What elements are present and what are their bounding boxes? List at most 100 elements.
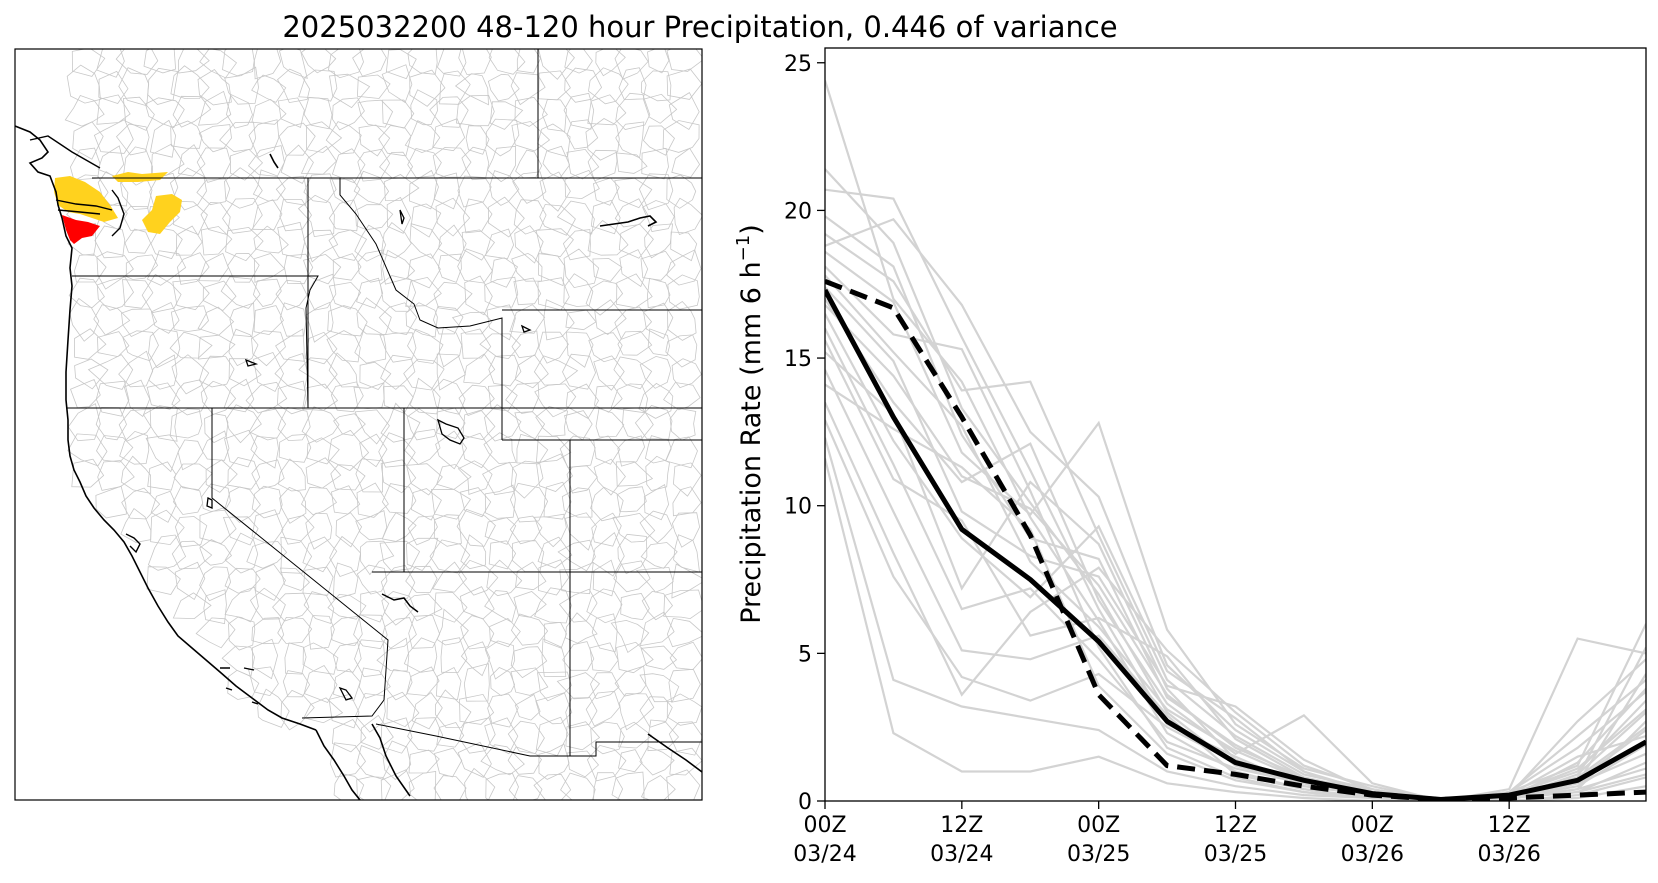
basin-outline <box>538 331 569 364</box>
small-lake-b <box>399 209 405 225</box>
basin-outline <box>360 590 390 623</box>
salton-sea <box>338 686 354 701</box>
basin-outline <box>460 328 492 359</box>
basin-outline <box>302 383 339 411</box>
basin-outline <box>535 716 569 757</box>
basin-outline <box>458 49 492 75</box>
basin-outline <box>301 486 338 516</box>
basin-outline <box>224 486 261 523</box>
basin-outline <box>487 145 516 183</box>
basin-outline <box>222 516 259 546</box>
basin-outline <box>147 461 177 491</box>
x-tick-label-time: 00Z <box>803 813 846 838</box>
basin-outline <box>585 280 624 316</box>
basin-outline <box>590 486 624 522</box>
basin-outline <box>96 251 134 290</box>
basin-outline <box>564 512 597 551</box>
basin-outline <box>328 229 368 261</box>
basin-outline <box>333 773 365 800</box>
basin-outline <box>328 693 360 729</box>
basin-outline <box>537 671 572 702</box>
basin-outline <box>484 517 517 545</box>
ensemble-member-line-5 <box>825 233 1646 801</box>
basin-outline <box>379 151 414 179</box>
basin-outline <box>200 380 237 415</box>
basin-outline <box>539 171 571 212</box>
basin-outline <box>410 203 442 238</box>
basin-outline <box>248 408 287 441</box>
basin-outline <box>224 66 259 105</box>
basin-outline <box>509 304 546 334</box>
basin-outline <box>438 224 467 262</box>
basin-outline <box>511 330 540 359</box>
basin-outline <box>666 68 702 100</box>
basin-outline <box>646 277 671 309</box>
basin-outline <box>171 354 210 395</box>
basin-outline <box>489 101 524 130</box>
basin-outline <box>639 611 675 647</box>
basin-outline <box>118 408 152 442</box>
basin-outline <box>120 455 152 494</box>
basin-outline <box>170 305 209 332</box>
basin-outline <box>484 640 516 680</box>
basin-outline <box>436 722 465 748</box>
basin-outline <box>615 92 651 130</box>
basin-outline <box>480 744 525 776</box>
basin-outline <box>590 672 620 700</box>
x-tick-label-date: 03/24 <box>930 842 993 867</box>
basin-outline <box>98 70 129 104</box>
basin-outline <box>253 253 286 283</box>
basin-outline <box>590 199 621 235</box>
basin-outline <box>331 148 366 184</box>
basin-outline <box>611 771 645 800</box>
basin-outline <box>408 614 441 649</box>
basin-outline <box>170 65 210 100</box>
basin-outline <box>593 435 621 465</box>
basin-outline <box>169 408 203 439</box>
basin-outline <box>618 721 653 749</box>
basin-outline <box>122 330 159 362</box>
basin-outline <box>381 64 413 104</box>
basin-outline <box>643 125 675 156</box>
basin-outline <box>488 196 525 238</box>
basin-outline <box>645 455 670 492</box>
basin-outline <box>407 148 442 179</box>
basin-outline <box>511 252 543 282</box>
basin-outline <box>666 693 702 726</box>
basin-outline <box>275 279 308 311</box>
basin-outline <box>378 125 412 157</box>
basin-outline <box>610 619 650 654</box>
basin-outline <box>353 382 385 409</box>
basin-outline <box>565 697 598 729</box>
basin-outline <box>509 482 549 523</box>
basin-outline <box>386 196 412 234</box>
basin-outline <box>436 49 467 77</box>
lake-tahoe <box>206 497 213 509</box>
basin-outline <box>224 532 259 574</box>
basin-outline <box>148 354 178 390</box>
basin-outline <box>564 410 593 441</box>
basin-outline <box>93 119 134 154</box>
basin-outline <box>663 382 701 411</box>
basin-outline <box>329 178 361 207</box>
basin-outline <box>665 436 698 469</box>
basin-outline <box>251 485 283 519</box>
basin-outline <box>439 70 471 105</box>
basin-outline <box>538 559 570 596</box>
basin-outline <box>666 49 702 72</box>
basin-outline <box>356 297 392 336</box>
basin-outline <box>533 513 567 548</box>
basin-outline <box>225 404 262 444</box>
basin-outline <box>405 276 442 307</box>
basin-outline <box>277 616 313 644</box>
basin-outline <box>460 641 491 677</box>
basin-outline <box>671 512 701 548</box>
basin-outline <box>201 430 230 461</box>
basin-outline <box>588 332 623 363</box>
basin-outline <box>507 720 545 755</box>
basin-outline <box>252 169 286 202</box>
basin-outline <box>515 149 543 179</box>
basin-outline <box>172 279 210 311</box>
basin-outline <box>406 666 440 697</box>
basin-outline <box>566 148 600 180</box>
